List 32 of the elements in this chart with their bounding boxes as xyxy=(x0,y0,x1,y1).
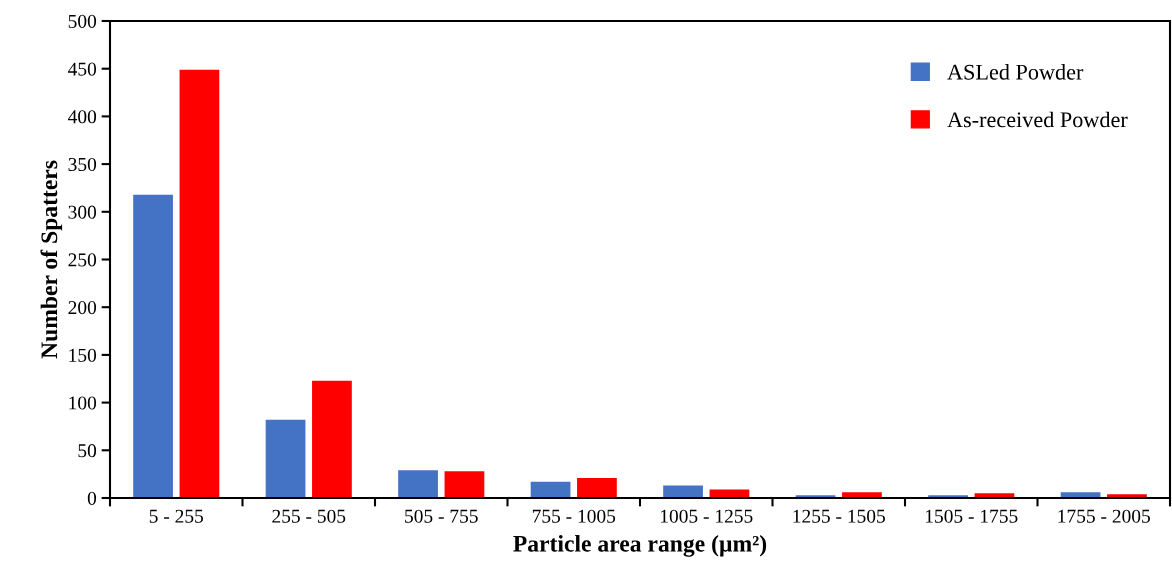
y-tick-label: 300 xyxy=(68,205,97,219)
legend-label: As-received Powder xyxy=(947,111,1128,128)
legend-label: ASLed Powder xyxy=(947,64,1084,80)
bar xyxy=(709,489,750,498)
y-tick-label: 150 xyxy=(69,348,97,362)
x-tick-label: 755 - 1005 xyxy=(532,509,616,523)
x-tick-label: 1755 - 2005 xyxy=(1058,509,1150,523)
y-tick-label: 200 xyxy=(68,301,97,315)
bar xyxy=(312,380,352,498)
bar xyxy=(530,481,571,498)
x-tick-label: 1005 - 1255 xyxy=(660,509,753,523)
x-tick-label: 1255 - 1505 xyxy=(793,509,885,523)
y-tick-label: 350 xyxy=(68,157,97,172)
x-tick-label: 5 - 255 xyxy=(149,509,204,523)
y-tick-label: 450 xyxy=(68,62,97,76)
x-tick-label: 1505 - 1755 xyxy=(925,509,1018,523)
x-axis-title: Particle area range (µm²) xyxy=(513,535,767,557)
bar xyxy=(265,419,306,498)
y-tick-label: 400 xyxy=(68,110,97,124)
bar xyxy=(577,477,617,498)
y-tick-label: 0 xyxy=(87,491,97,505)
bar xyxy=(444,471,485,498)
y-tick-label: 100 xyxy=(69,396,97,410)
x-tick-label: 505 - 755 xyxy=(405,509,478,523)
y-tick-label: 50 xyxy=(78,444,97,458)
y-tick-label: 250 xyxy=(68,253,97,267)
bar xyxy=(398,470,438,498)
y-axis-title: Number of Spatters xyxy=(40,160,63,359)
bar xyxy=(133,194,173,498)
y-tick-label: 500 xyxy=(68,14,97,28)
x-tick-label: 255 - 505 xyxy=(272,509,346,523)
bar xyxy=(179,69,220,498)
